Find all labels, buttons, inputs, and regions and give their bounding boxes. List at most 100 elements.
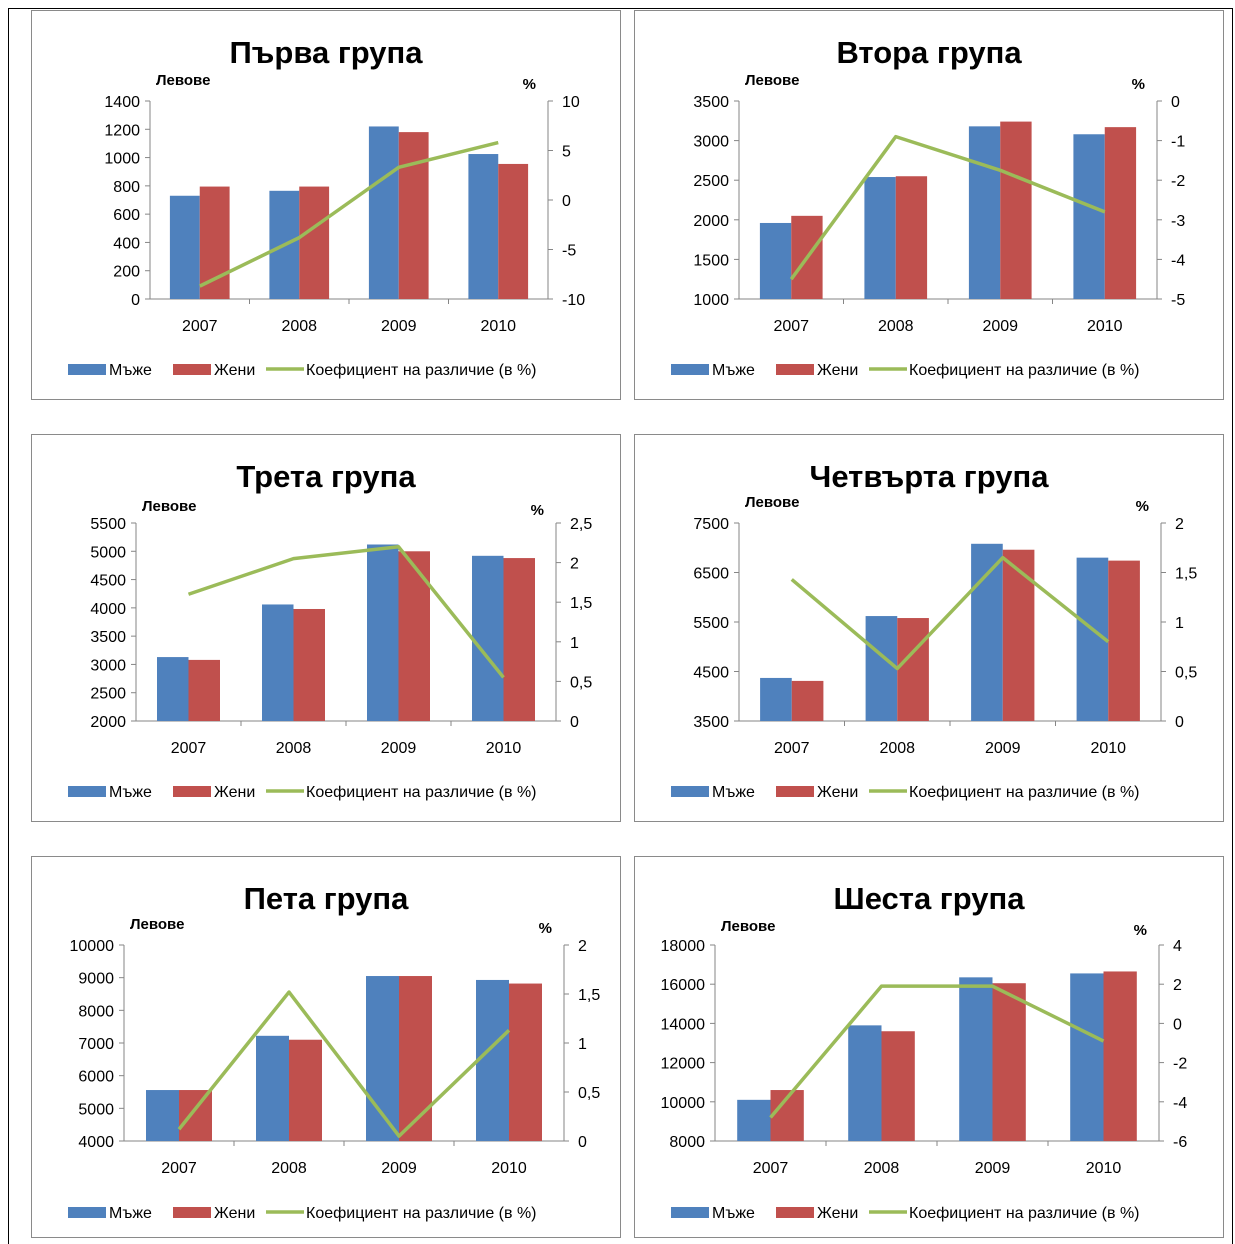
y2-tick-label: -4 <box>1173 1095 1187 1112</box>
y-axis-label: Левове <box>142 498 196 515</box>
x-tick-label: 2008 <box>271 1160 307 1177</box>
y-axis-label: Левове <box>721 918 775 935</box>
y2-tick-label: -2 <box>1173 1056 1187 1073</box>
legend-label: Коефициент на различие (в %) <box>306 1205 537 1222</box>
y-tick-label: 2500 <box>693 173 729 190</box>
bar-men <box>367 544 399 721</box>
bar-men <box>968 126 1001 300</box>
legend-label: Мъже <box>712 784 755 801</box>
bar-women <box>289 1039 322 1141</box>
y2-tick-label: -5 <box>562 243 576 260</box>
y2-axis-label: % <box>1134 922 1147 939</box>
y2-tick-label: 4 <box>1173 938 1182 955</box>
bar-men <box>256 1035 289 1141</box>
legend-swatch <box>671 786 709 797</box>
legend-swatch <box>68 786 106 797</box>
y2-tick-label: 1,5 <box>570 595 592 612</box>
chart-title: Шеста група <box>834 881 1026 916</box>
x-tick-label: 2007 <box>753 1160 789 1177</box>
x-tick-label: 2009 <box>381 1160 417 1177</box>
y-tick-label: 10000 <box>70 938 115 955</box>
x-tick-label: 2009 <box>975 1160 1011 1177</box>
line-difference-coefficient <box>789 134 1106 281</box>
bar-men <box>959 977 993 1141</box>
bar-women <box>398 132 429 299</box>
x-tick-label: 2010 <box>1090 740 1126 757</box>
y-tick-label: 12000 <box>661 1056 706 1073</box>
y2-tick-label: 0 <box>1173 1016 1182 1033</box>
x-tick-label: 2009 <box>381 318 417 335</box>
y2-tick-label: 0,5 <box>570 674 592 691</box>
x-tick-label: 2010 <box>480 318 516 335</box>
chart-panel: Четвърта група Левове% 3500 4500 5500 6500 750… <box>634 434 1224 822</box>
chart-title: Четвърта група <box>810 459 1050 494</box>
y2-tick-label: -1 <box>1171 134 1185 151</box>
y2-tick-label: -5 <box>1171 292 1185 309</box>
y-tick-label: 1000 <box>104 151 140 168</box>
y-tick-label: 1000 <box>693 292 729 309</box>
legend-label: Коефициент на различие (в %) <box>909 1205 1140 1222</box>
bar-women <box>1000 121 1032 299</box>
y-tick-label: 7500 <box>693 516 729 533</box>
y-tick-label: 3000 <box>90 657 126 674</box>
y2-tick-label: 1 <box>570 635 579 652</box>
chart-legend: Мъже Жени Коефициент на различие (в %) <box>68 1205 537 1222</box>
line-difference-coefficient <box>177 990 511 1138</box>
y2-tick-label: 2 <box>570 556 579 573</box>
line-difference-coefficient <box>198 140 499 288</box>
y2-axis-label: % <box>1136 498 1149 515</box>
y-tick-label: 200 <box>113 264 140 281</box>
chart-svg: Трета група Левове % 2000 2500 3000 3500 4000 45… <box>68 459 592 801</box>
x-tick-label: 2009 <box>381 740 417 757</box>
chart-title: Пета група <box>244 881 410 916</box>
y-tick-label: 2000 <box>693 213 729 230</box>
x-tick-label: 2007 <box>182 318 218 335</box>
y-tick-label: 3500 <box>693 714 729 731</box>
bar-women <box>399 976 432 1141</box>
x-tick-label: 2009 <box>982 318 1018 335</box>
x-tick-label: 2008 <box>878 318 914 335</box>
y-tick-label: 10000 <box>661 1095 706 1112</box>
bar-men <box>476 979 509 1141</box>
legend-swatch <box>173 786 211 797</box>
y-tick-label: 6500 <box>693 566 729 583</box>
y2-tick-label: 0 <box>1175 714 1184 731</box>
y-tick-label: 2000 <box>90 714 126 731</box>
y-tick-label: 18000 <box>661 938 706 955</box>
x-tick-label: 2010 <box>491 1160 527 1177</box>
y-tick-label: 4500 <box>90 573 126 590</box>
x-tick-label: 2008 <box>281 318 317 335</box>
legend-swatch <box>776 1207 814 1218</box>
y2-tick-label: 2 <box>1173 977 1182 994</box>
bar-women <box>293 608 325 721</box>
bar-men <box>157 657 189 721</box>
bar-men <box>971 543 1003 721</box>
y2-tick-label: 2 <box>578 938 587 955</box>
y-tick-label: 9000 <box>78 971 114 988</box>
x-tick-label: 2007 <box>773 318 809 335</box>
y2-tick-label: 1 <box>1175 615 1184 632</box>
legend-swatch <box>173 1207 211 1218</box>
legend-label: Мъже <box>109 784 152 801</box>
chart-panel: Втора група Левове% 1000 1500 2000 2500 3000 35… <box>634 10 1224 400</box>
chart-svg: Четвърта група Левове % 3500 4500 5500 6500 750… <box>671 459 1197 801</box>
bar-women <box>498 163 529 299</box>
legend-label: Коефициент на различие (в %) <box>909 362 1140 379</box>
y-tick-label: 800 <box>113 179 140 196</box>
y-tick-label: 5500 <box>90 516 126 533</box>
y2-tick-label: 0 <box>570 714 579 731</box>
bar-women <box>791 680 824 721</box>
y2-tick-label: 1,5 <box>578 987 600 1004</box>
legend-label: Мъже <box>109 1205 152 1222</box>
y-tick-label: 1400 <box>104 94 140 111</box>
chart-panel: Пета група Левове% 4000 5000 6000 7000 8000 900… <box>31 856 621 1238</box>
chart-legend: Мъже Жени Коефициент на различие (в %) <box>671 362 1140 379</box>
chart-title: Трета група <box>236 459 416 494</box>
line-difference-coefficient <box>769 984 1105 1119</box>
y2-tick-label: 1 <box>578 1036 587 1053</box>
y-axis-label: Левове <box>745 72 799 89</box>
y2-tick-label: 10 <box>562 94 580 111</box>
bar-women <box>1103 971 1137 1141</box>
y2-tick-label: 0 <box>562 193 571 210</box>
line-difference-coefficient <box>790 555 1110 671</box>
